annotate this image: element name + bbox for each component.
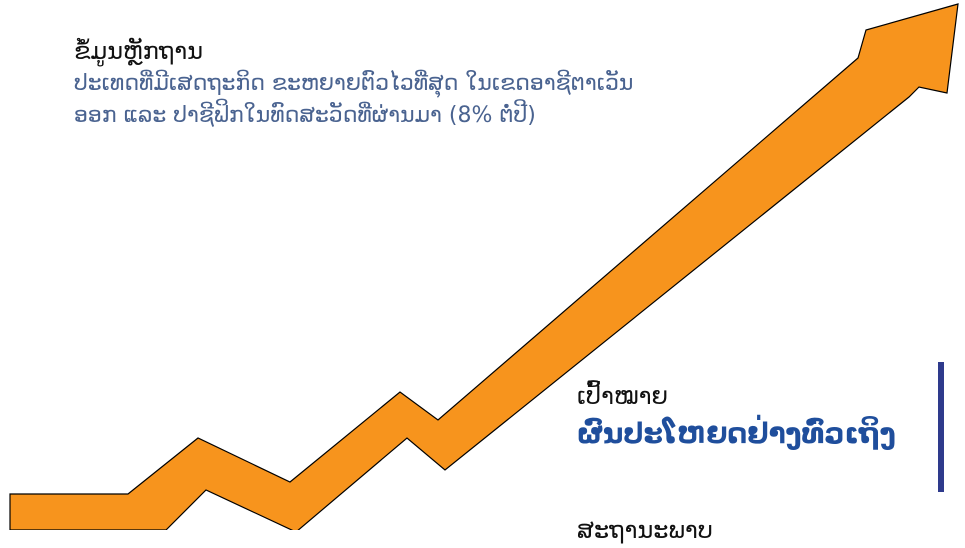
evidence-block: ຂໍ້ມູນຫຼັກຖານ ປະເທດທີ່ມີເສດຖະກິດ ຂະຫຍາຍຕ… bbox=[74, 34, 674, 132]
evidence-body: ປະເທດທີ່ມີເສດຖະກິດ ຂະຫຍາຍຕົວໄວທີ່ສຸດ ໃນເ… bbox=[74, 71, 634, 128]
evidence-title: ຂໍ້ມູນຫຼັກຖານ bbox=[74, 37, 204, 65]
goal-label: ເປົ້າໝາຍ bbox=[577, 382, 669, 410]
goal-block: ເປົ້າໝາຍ ຜົນປະໂຫຍດຢ່າງທົ່ວເຖິງ bbox=[577, 378, 937, 454]
status-label: ສະຖານະພາບ bbox=[577, 516, 713, 544]
growth-arrow bbox=[9, 3, 959, 530]
growth-arrow-shape bbox=[9, 3, 959, 530]
goal-accent-bar bbox=[938, 362, 944, 492]
goal-value: ຜົນປະໂຫຍດຢ່າງທົ່ວເຖິງ bbox=[577, 417, 896, 450]
